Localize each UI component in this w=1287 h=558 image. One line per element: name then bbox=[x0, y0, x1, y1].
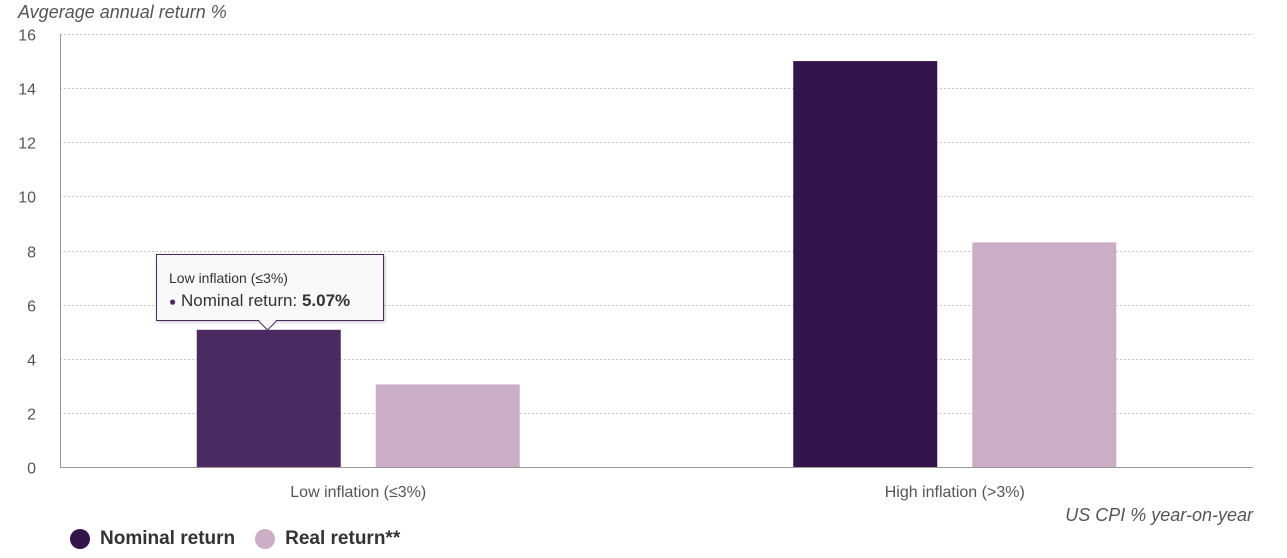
legend-nominal-label: Nominal return bbox=[100, 528, 236, 549]
y-tick-label: 16 bbox=[18, 28, 36, 45]
legend: Nominal return Real return** bbox=[70, 528, 400, 550]
axes bbox=[60, 34, 1253, 468]
x-axis-title: US CPI % year-on-year bbox=[1065, 505, 1253, 525]
y-tick-label: 8 bbox=[27, 245, 36, 262]
y-tick-label: 4 bbox=[27, 353, 36, 370]
bar-real-low[interactable] bbox=[375, 384, 520, 467]
tooltip-separator: : bbox=[292, 291, 298, 310]
y-tick-label: 14 bbox=[18, 82, 36, 99]
tooltip-line: ● Nominal return: 5.07% bbox=[169, 291, 371, 311]
tooltip-category: Low inflation (≤3%) bbox=[169, 270, 288, 286]
x-category-labels: Low inflation (≤3%) High inflation (>3%) bbox=[290, 484, 1025, 501]
y-axis-title: Avgerage annual return % bbox=[18, 2, 227, 22]
legend-item-real[interactable]: Real return** bbox=[255, 528, 400, 550]
legend-item-nominal[interactable]: Nominal return bbox=[70, 528, 235, 550]
tooltip-series-name: Nominal return bbox=[180, 291, 293, 310]
gridlines bbox=[60, 34, 1253, 414]
bars bbox=[196, 61, 1117, 467]
bar-real-high[interactable] bbox=[972, 242, 1117, 467]
y-tick-label: 0 bbox=[27, 461, 36, 478]
legend-nominal-swatch-icon bbox=[70, 529, 90, 549]
tooltip: Low inflation (≤3%) ● Nominal return: 5.… bbox=[156, 254, 384, 321]
y-tick-labels: 0 2 4 6 8 10 12 14 16 bbox=[18, 28, 36, 478]
x-category-label: High inflation (>3%) bbox=[885, 484, 1025, 501]
bar-nominal-high[interactable] bbox=[793, 61, 938, 467]
legend-real-swatch-icon bbox=[255, 529, 276, 549]
bar-nominal-low[interactable] bbox=[196, 329, 341, 467]
tooltip-value: 5.07% bbox=[301, 291, 351, 310]
x-category-label: Low inflation (≤3%) bbox=[290, 484, 426, 501]
y-tick-label: 2 bbox=[27, 407, 36, 424]
y-tick-label: 6 bbox=[27, 299, 36, 316]
legend-real-label: Real return** bbox=[285, 528, 401, 549]
y-tick-label: 12 bbox=[18, 136, 36, 153]
y-tick-label: 10 bbox=[18, 190, 36, 207]
tooltip-series-dot-icon: ● bbox=[169, 294, 177, 309]
